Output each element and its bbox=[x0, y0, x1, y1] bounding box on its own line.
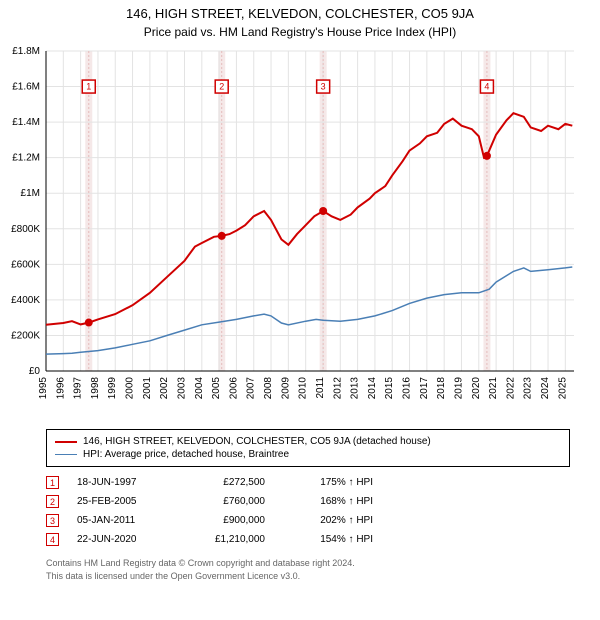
sale-marker-number: 1 bbox=[86, 82, 91, 92]
y-tick-label: £800K bbox=[11, 224, 40, 235]
y-tick-label: £0 bbox=[29, 366, 41, 377]
sale-marker-dot bbox=[483, 152, 491, 160]
footer-attribution: Contains HM Land Registry data © Crown c… bbox=[46, 557, 570, 582]
legend-item: 146, HIGH STREET, KELVEDON, COLCHESTER, … bbox=[55, 436, 561, 447]
y-tick-label: £600K bbox=[11, 259, 40, 270]
sale-row: 2 25-FEB-2005 £760,000 168% ↑ HPI bbox=[46, 492, 570, 511]
y-tick-label: £1M bbox=[21, 188, 40, 199]
x-tick-label: 1999 bbox=[107, 377, 118, 400]
chart-area: £0 £200K £400K £600K £800K £1M £1.2M £1.4M £1.6M… bbox=[0, 43, 600, 423]
legend-swatch bbox=[55, 441, 77, 443]
x-tick-label: 2019 bbox=[453, 377, 464, 400]
sale-row: 4 22-JUN-2020 £1,210,000 154% ↑ HPI bbox=[46, 530, 570, 549]
x-tick-label: 2016 bbox=[402, 377, 413, 400]
x-tick-label: 2022 bbox=[505, 377, 516, 400]
legend-label: 146, HIGH STREET, KELVEDON, COLCHESTER, … bbox=[83, 436, 431, 447]
sale-row: 1 18-JUN-1997 £272,500 175% ↑ HPI bbox=[46, 473, 570, 492]
y-tick-label: £200K bbox=[11, 330, 40, 341]
x-tick-label: 2000 bbox=[125, 377, 136, 400]
legend-box: 146, HIGH STREET, KELVEDON, COLCHESTER, … bbox=[46, 429, 570, 467]
title-address: 146, HIGH STREET, KELVEDON, COLCHESTER, … bbox=[0, 6, 600, 21]
sale-row-price: £1,210,000 bbox=[185, 534, 265, 545]
sale-row-pct: 202% ↑ HPI bbox=[283, 515, 373, 526]
footer-line-2: This data is licensed under the Open Gov… bbox=[46, 570, 570, 583]
sale-marker-dot bbox=[85, 319, 93, 327]
sale-row-date: 05-JAN-2011 bbox=[77, 515, 167, 526]
x-tick-label: 2008 bbox=[263, 377, 274, 400]
y-tick-label: £1.8M bbox=[12, 46, 40, 57]
title-subtitle: Price paid vs. HM Land Registry's House … bbox=[0, 25, 600, 39]
x-tick-label: 1998 bbox=[90, 377, 101, 400]
x-tick-label: 2017 bbox=[419, 377, 430, 400]
legend-label: HPI: Average price, detached house, Brai… bbox=[83, 449, 289, 460]
sale-row-pct: 175% ↑ HPI bbox=[283, 477, 373, 488]
legend-item: HPI: Average price, detached house, Brai… bbox=[55, 449, 561, 460]
sale-row-number-box: 2 bbox=[46, 495, 59, 508]
x-tick-label: 2009 bbox=[280, 377, 291, 400]
x-tick-label: 2010 bbox=[298, 377, 309, 400]
sale-row-number-box: 1 bbox=[46, 476, 59, 489]
x-tick-label: 2004 bbox=[194, 377, 205, 400]
x-tick-label: 2014 bbox=[367, 377, 378, 400]
sale-data-table: 1 18-JUN-1997 £272,500 175% ↑ HPI 2 25-FEB-20… bbox=[46, 473, 570, 549]
sale-marker-dot bbox=[218, 232, 226, 240]
y-tick-label: £1.6M bbox=[12, 82, 40, 93]
x-tick-label: 2012 bbox=[332, 377, 343, 400]
chart-container: 146, HIGH STREET, KELVEDON, COLCHESTER, … bbox=[0, 0, 600, 582]
sale-row-number-box: 4 bbox=[46, 533, 59, 546]
y-tick-label: £1.2M bbox=[12, 153, 40, 164]
x-tick-label: 2018 bbox=[436, 377, 447, 400]
sale-row: 3 05-JAN-2011 £900,000 202% ↑ HPI bbox=[46, 511, 570, 530]
x-tick-label: 2025 bbox=[557, 377, 568, 400]
title-block: 146, HIGH STREET, KELVEDON, COLCHESTER, … bbox=[0, 0, 600, 43]
legend-swatch bbox=[55, 454, 77, 455]
x-tick-label: 1996 bbox=[55, 377, 66, 400]
sale-row-pct: 154% ↑ HPI bbox=[283, 534, 373, 545]
sale-marker-number: 2 bbox=[219, 82, 224, 92]
x-tick-label: 2002 bbox=[159, 377, 170, 400]
x-tick-label: 2024 bbox=[540, 377, 551, 400]
sale-marker-number: 4 bbox=[484, 82, 489, 92]
x-tick-label: 2003 bbox=[176, 377, 187, 400]
x-tick-label: 2005 bbox=[211, 377, 222, 400]
x-tick-label: 1995 bbox=[38, 377, 49, 400]
sale-row-price: £760,000 bbox=[185, 496, 265, 507]
x-tick-label: 1997 bbox=[73, 377, 84, 400]
sale-row-price: £900,000 bbox=[185, 515, 265, 526]
x-tick-label: 2007 bbox=[246, 377, 257, 400]
sale-row-price: £272,500 bbox=[185, 477, 265, 488]
x-tick-label: 2011 bbox=[315, 377, 326, 399]
x-tick-label: 2001 bbox=[142, 377, 153, 400]
sale-row-date: 18-JUN-1997 bbox=[77, 477, 167, 488]
sale-marker-dot bbox=[319, 207, 327, 215]
footer-line-1: Contains HM Land Registry data © Crown c… bbox=[46, 557, 570, 570]
x-tick-label: 2006 bbox=[228, 377, 239, 400]
sale-marker-number: 3 bbox=[321, 82, 326, 92]
x-tick-label: 2021 bbox=[488, 377, 499, 400]
line-chart-svg: £0 £200K £400K £600K £800K £1M £1.2M £1.4M £1.6M… bbox=[0, 43, 600, 423]
x-tick-label: 2023 bbox=[523, 377, 534, 400]
x-tick-label: 2015 bbox=[384, 377, 395, 400]
sale-row-number-box: 3 bbox=[46, 514, 59, 527]
x-tick-label: 2020 bbox=[471, 377, 482, 400]
sale-row-date: 22-JUN-2020 bbox=[77, 534, 167, 545]
y-tick-label: £1.4M bbox=[12, 117, 40, 128]
sale-row-pct: 168% ↑ HPI bbox=[283, 496, 373, 507]
x-tick-label: 2013 bbox=[350, 377, 361, 400]
sale-row-date: 25-FEB-2005 bbox=[77, 496, 167, 507]
y-tick-label: £400K bbox=[11, 295, 40, 306]
